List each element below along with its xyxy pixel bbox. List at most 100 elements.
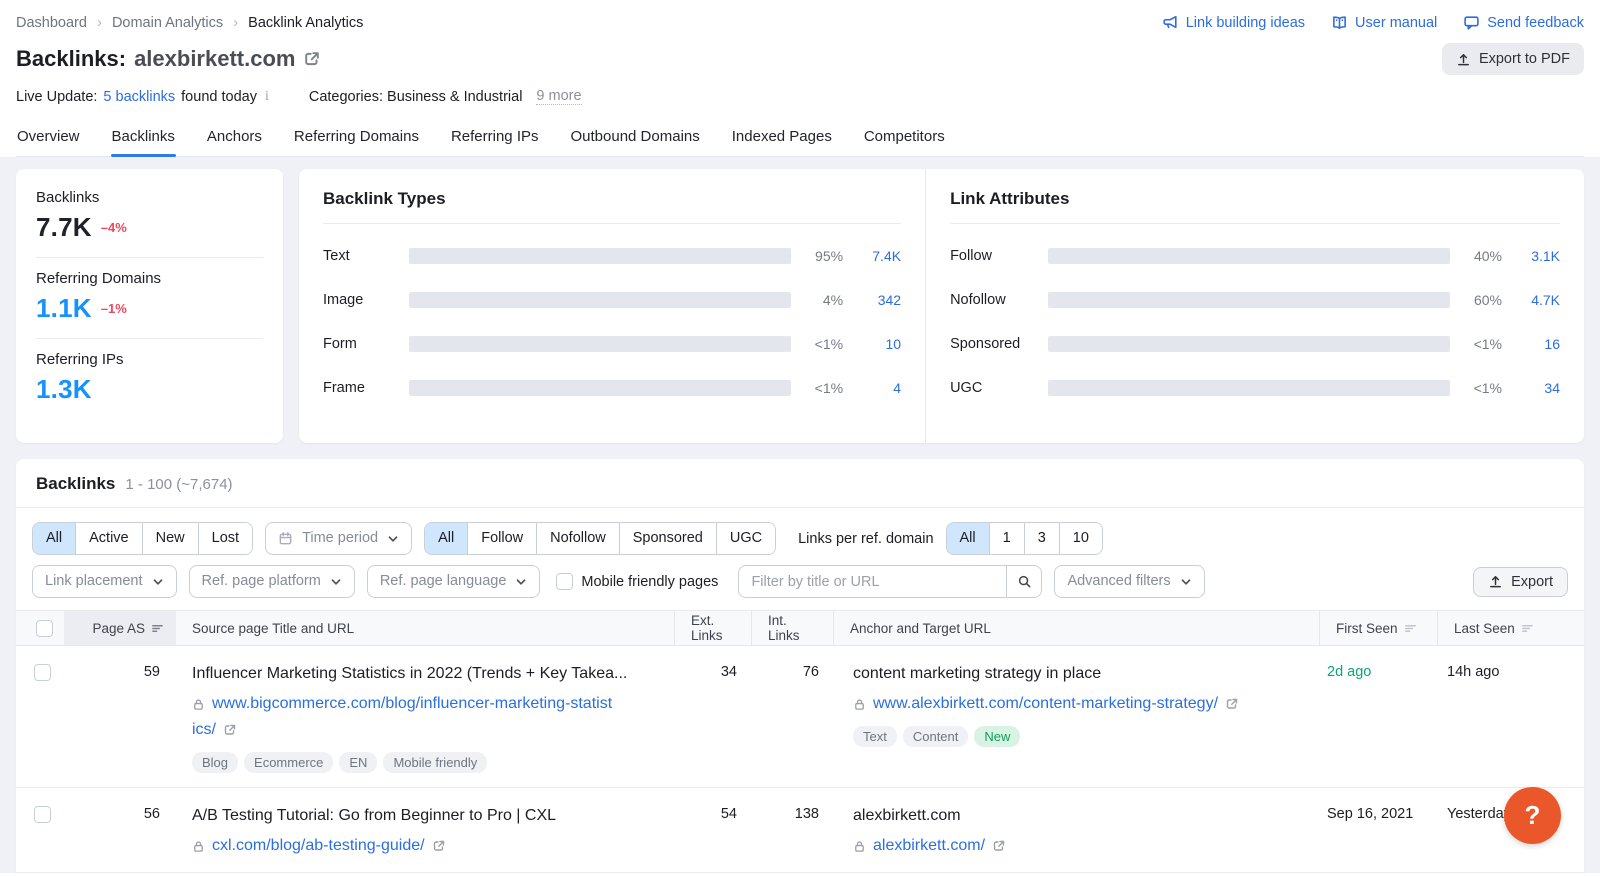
tab-referring-ips[interactable]: Referring IPs [450, 128, 539, 145]
page-title-domain: alexbirkett.com [134, 46, 296, 71]
bar-track [409, 336, 792, 352]
referring-domains-stat-delta: –1% [100, 301, 127, 316]
bar-count-link[interactable]: 10 [885, 336, 902, 352]
sort-icon [151, 622, 164, 635]
tab-outbound-domains[interactable]: Outbound Domains [570, 128, 700, 145]
bar-label: Nofollow [950, 292, 1006, 308]
status-all-button[interactable]: All [33, 523, 76, 554]
links-per-domain-10-button[interactable]: 10 [1058, 523, 1102, 554]
mobile-friendly-checkbox-row[interactable]: Mobile friendly pages [556, 573, 718, 590]
sort-icon [1404, 622, 1417, 635]
int-links-value: 138 [794, 806, 819, 823]
links-per-domain-1-button[interactable]: 1 [988, 523, 1024, 554]
row-checkbox[interactable] [34, 664, 51, 681]
table-row: 59 Influencer Marketing Statistics in 20… [16, 646, 1584, 789]
live-update-link[interactable]: 5 backlinks [103, 88, 176, 105]
select-all-checkbox[interactable] [35, 619, 53, 637]
ref-page-language-dropdown[interactable]: Ref. page language [366, 565, 541, 598]
bar-count-link[interactable]: 342 [877, 292, 902, 308]
breadcrumb-dashboard[interactable]: Dashboard [16, 14, 87, 31]
external-link-icon[interactable] [992, 839, 1006, 853]
status-active-button[interactable]: Active [75, 523, 142, 554]
chevron-down-icon [330, 576, 342, 588]
lock-icon [192, 698, 205, 711]
filter-input[interactable] [738, 565, 1007, 598]
bar-count-link[interactable]: 4.7K [1531, 292, 1560, 308]
breadcrumb-separator: › [233, 14, 239, 31]
tab-indexed-pages[interactable]: Indexed Pages [731, 128, 832, 145]
search-button[interactable] [1006, 565, 1043, 598]
bar-count-link[interactable]: 3.1K [1531, 248, 1560, 264]
referring-domains-stat-value[interactable]: 1.1K [36, 293, 92, 323]
info-icon[interactable]: i [264, 88, 269, 104]
breadcrumb-backlink-analytics: Backlink Analytics [248, 14, 364, 31]
time-period-dropdown[interactable]: Time period [265, 522, 413, 555]
external-link-icon[interactable] [432, 839, 446, 853]
tab-backlinks[interactable]: Backlinks [110, 119, 177, 157]
title-url-filter [738, 565, 1043, 598]
status-lost-button[interactable]: Lost [197, 523, 253, 554]
export-button[interactable]: Export [1473, 566, 1568, 597]
bar-track [1048, 336, 1450, 352]
link-placement-dropdown[interactable]: Link placement [32, 565, 177, 598]
target-url-link[interactable]: www.alexbirkett.com/content-marketing-st… [873, 695, 1219, 713]
tab-competitors[interactable]: Competitors [863, 128, 945, 145]
bar-track [409, 380, 792, 396]
source-url-link[interactable]: cxl.com/blog/ab-testing-guide/ [212, 837, 425, 855]
bar-count-link[interactable]: 7.4K [872, 248, 902, 264]
source-url-link[interactable]: www.bigcommerce.com/blog/influencer-mark… [212, 695, 613, 713]
external-link-icon[interactable] [223, 723, 237, 737]
external-link-icon[interactable] [303, 50, 321, 68]
book-icon [1331, 14, 1348, 31]
help-button[interactable]: ? [1504, 787, 1561, 844]
external-link-icon[interactable] [1225, 697, 1239, 711]
column-header-first-seen[interactable]: First Seen [1319, 611, 1437, 645]
send-feedback-link[interactable]: Send feedback [1463, 14, 1584, 31]
ref-page-platform-dropdown[interactable]: Ref. page platform [188, 565, 355, 598]
export-to-pdf-button[interactable]: Export to PDF [1441, 43, 1584, 75]
column-header-last-seen[interactable]: Last Seen [1437, 611, 1584, 645]
source-url-link-continued[interactable]: ics/ [192, 721, 216, 739]
tab-anchors[interactable]: Anchors [206, 128, 262, 145]
advanced-filters-dropdown[interactable]: Advanced filters [1054, 565, 1205, 598]
row-checkbox[interactable] [34, 806, 51, 824]
new-badge: New [974, 726, 1021, 748]
link-building-ideas-link[interactable]: Link building ideas [1162, 14, 1305, 31]
bar-row-frame: Frame <1% 4 [323, 366, 901, 410]
ext-links-value: 54 [720, 806, 737, 823]
backlinks-stat-delta: –4% [100, 220, 127, 235]
follow-follow-button[interactable]: Follow [467, 523, 537, 554]
status-new-button[interactable]: New [141, 523, 198, 554]
follow-nofollow-button[interactable]: Nofollow [536, 523, 619, 554]
breadcrumb-domain-analytics[interactable]: Domain Analytics [111, 14, 224, 31]
column-header-int-links: Int. Links [751, 611, 833, 645]
links-per-domain-all-button[interactable]: All [946, 523, 989, 554]
referring-ips-stat-value[interactable]: 1.3K [36, 374, 92, 404]
user-manual-link[interactable]: User manual [1331, 14, 1437, 31]
bar-track [409, 292, 792, 308]
backlinks-section-range: 1 - 100 (~7,674) [125, 476, 233, 493]
bar-count-link[interactable]: 16 [1544, 336, 1560, 352]
tab-overview[interactable]: Overview [17, 128, 80, 145]
follow-ugc-button[interactable]: UGC [715, 523, 776, 554]
bar-percent: 60% [1473, 292, 1502, 308]
table-row: 56 A/B Testing Tutorial: Go from Beginne… [16, 788, 1584, 874]
follow-sponsored-button[interactable]: Sponsored [618, 523, 716, 554]
categories-more-link[interactable]: 9 more [536, 88, 582, 105]
bar-count-link[interactable]: 4 [893, 380, 902, 396]
column-header-page-as[interactable]: Page AS [64, 611, 176, 645]
bar-row-ugc: UGC <1% 34 [950, 366, 1560, 410]
links-per-domain-3-button[interactable]: 3 [1023, 523, 1059, 554]
bar-row-sponsored: Sponsored <1% 16 [950, 322, 1560, 366]
mobile-friendly-checkbox[interactable] [556, 573, 574, 590]
bar-percent: <1% [1473, 336, 1502, 352]
live-update-label: Live Update: [16, 88, 98, 105]
lock-icon [192, 840, 205, 853]
last-seen-value: 14h ago [1447, 664, 1500, 680]
tab-referring-domains[interactable]: Referring Domains [293, 128, 419, 145]
follow-all-button[interactable]: All [425, 523, 468, 554]
bar-count-link[interactable]: 34 [1544, 380, 1560, 396]
target-url-link[interactable]: alexbirkett.com/ [873, 837, 986, 855]
chevron-down-icon [152, 576, 164, 588]
